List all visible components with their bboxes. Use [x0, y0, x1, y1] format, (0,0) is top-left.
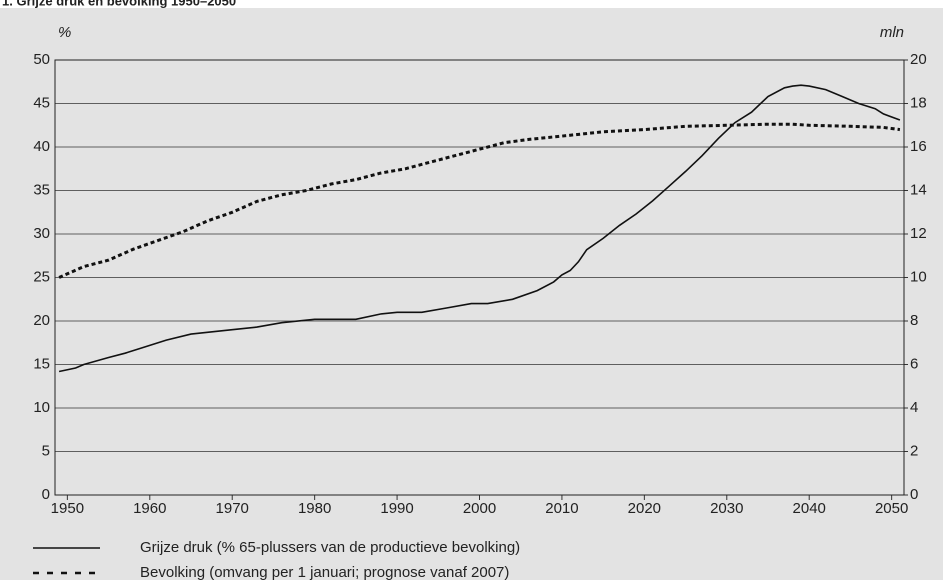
y-tick-label: 50 — [33, 51, 50, 68]
x-tick-label: 1980 — [298, 500, 331, 517]
y-tick-label: 5 — [42, 442, 50, 459]
y2-tick-label: 18 — [910, 94, 927, 111]
series-line — [58, 122, 901, 279]
y2-tick-label: 20 — [910, 51, 927, 68]
y-tick-label: 10 — [33, 399, 50, 416]
x-tick-label: 2050 — [875, 500, 908, 517]
x-tick-label: 1960 — [133, 500, 166, 517]
y-axis-label: % — [58, 24, 71, 41]
chart-title: 1. Grijze druk en bevolking 1950–2050 — [2, 0, 236, 8]
y-tick-label: 0 — [42, 486, 50, 503]
series-line — [58, 84, 901, 373]
y2-tick-label: 2 — [910, 442, 918, 459]
x-tick-label: 1990 — [380, 500, 413, 517]
y2-axis-label: mln — [880, 24, 904, 41]
y2-tick-label: 14 — [910, 181, 927, 198]
x-tick-label: 2040 — [793, 500, 826, 517]
legend-label: Bevolking (omvang per 1 januari; prognos… — [140, 564, 509, 580]
x-tick-label: 1950 — [51, 500, 84, 517]
y-tick-label: 35 — [33, 181, 50, 198]
panel-background — [0, 8, 943, 580]
y-tick-label: 25 — [33, 268, 50, 285]
y2-tick-label: 8 — [910, 312, 918, 329]
y2-tick-label: 10 — [910, 268, 927, 285]
x-tick-label: 2010 — [545, 500, 578, 517]
legend-label: Grijze druk (% 65-plussers van de produc… — [140, 539, 520, 556]
x-tick-label: 1970 — [216, 500, 249, 517]
y2-tick-label: 12 — [910, 225, 927, 242]
plot-frame — [54, 59, 905, 496]
y2-tick-label: 16 — [910, 138, 927, 155]
y-tick-label: 40 — [33, 138, 50, 155]
x-tick-label: 2030 — [710, 500, 743, 517]
y-tick-label: 30 — [33, 225, 50, 242]
y-tick-label: 20 — [33, 312, 50, 329]
x-tick-label: 2000 — [463, 500, 496, 517]
y-tick-label: 15 — [33, 355, 50, 372]
x-tick-label: 2020 — [628, 500, 661, 517]
y2-tick-label: 0 — [910, 486, 918, 503]
y2-tick-label: 4 — [910, 399, 918, 416]
y-tick-label: 45 — [33, 94, 50, 111]
y2-tick-label: 6 — [910, 355, 918, 372]
